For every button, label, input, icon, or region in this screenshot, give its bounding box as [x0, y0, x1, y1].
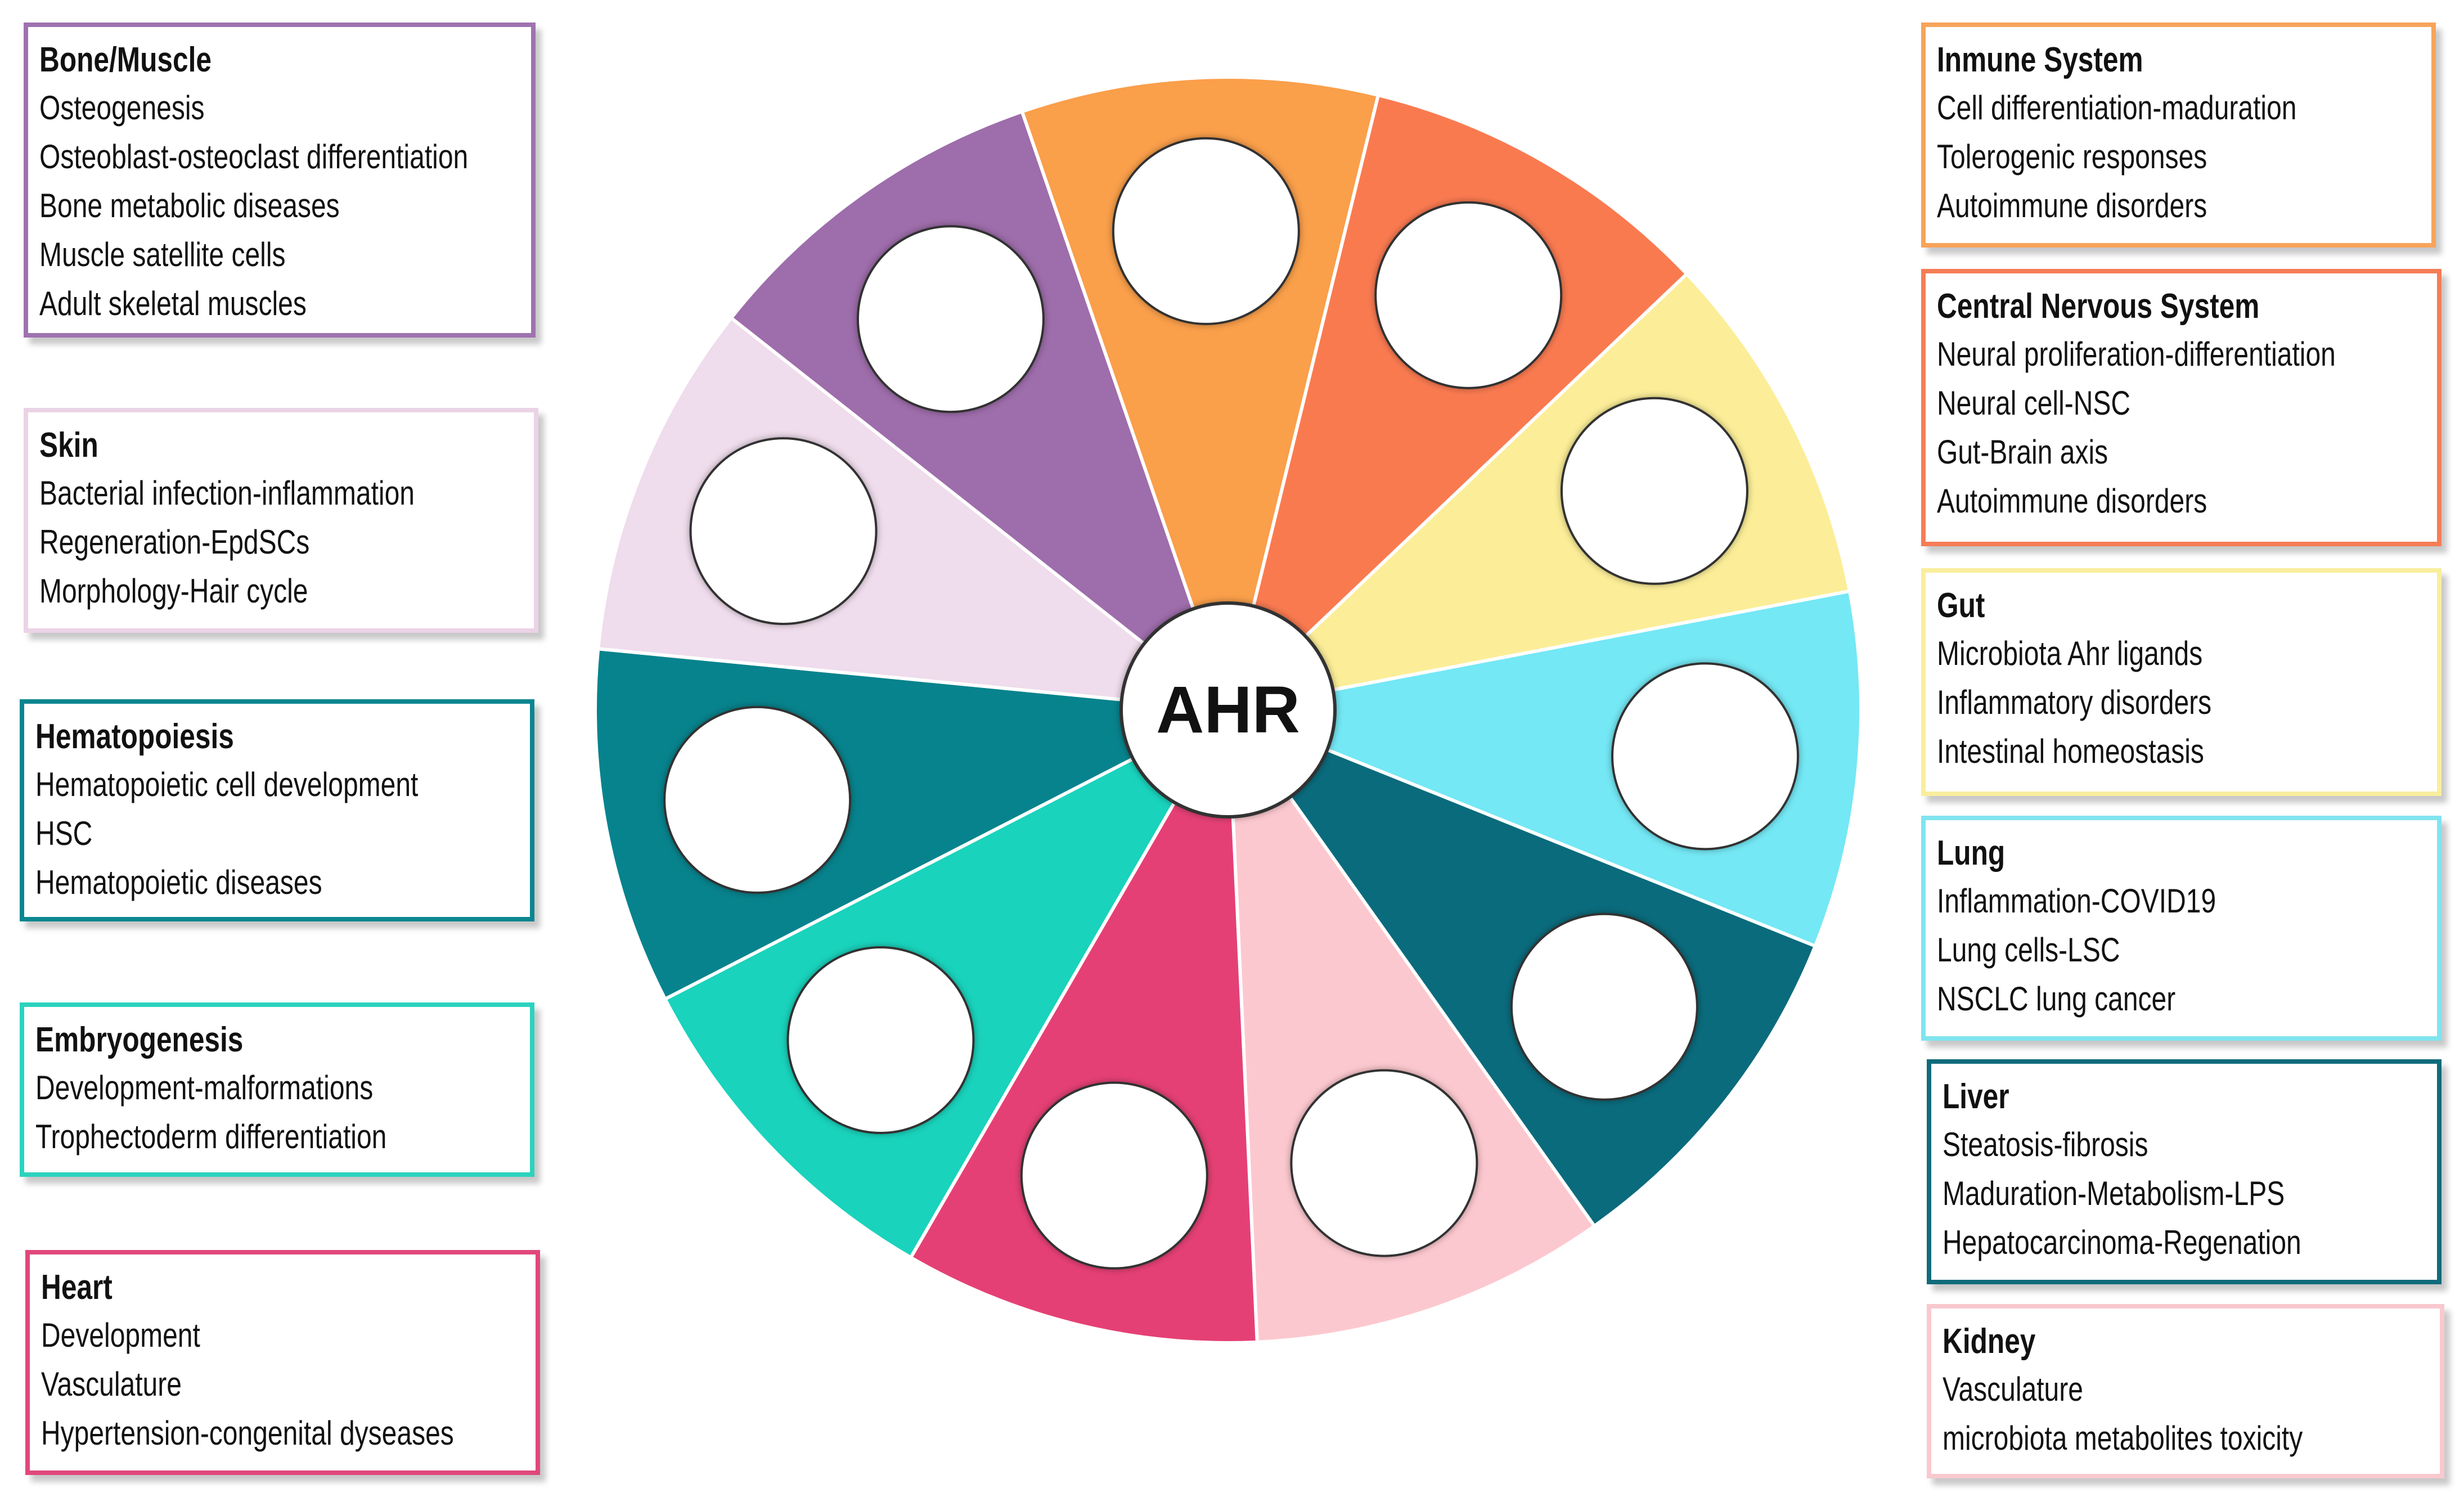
panel-heart: Heart Development Vasculature Hypertension…	[25, 1250, 540, 1475]
segment-liver-icon	[1510, 912, 1698, 1101]
panel-item: Vasculature	[41, 1365, 182, 1403]
panel-item: Adult skeletal muscles	[39, 285, 307, 322]
panel-title: Central Nervous System	[1937, 287, 2260, 326]
panel-title: Hematopoiesis	[35, 717, 234, 756]
panel-item: Development-malformations	[35, 1069, 374, 1107]
panel-hematopoiesis: Hematopoiesis Hematopoietic cell develop…	[20, 699, 534, 921]
segment-heart-icon	[1020, 1081, 1208, 1270]
panel-item: Autoimmune disorders	[1937, 187, 2207, 224]
panel-item: HSC	[35, 815, 93, 852]
panel-item: Cell differentiation-maduration	[1937, 89, 2297, 127]
segment-skin-icon	[689, 437, 878, 626]
segment-bone-muscle-icon	[856, 225, 1045, 413]
panel-embryogenesis: Embryogenesis Development-malformations T…	[20, 1002, 534, 1177]
segment-hematopoiesis-icon	[663, 705, 852, 894]
panel-item: Neural cell-NSC	[1937, 384, 2131, 422]
panel-item: Steatosis-fibrosis	[1943, 1126, 2148, 1163]
panel-title: Skin	[39, 426, 98, 465]
panel-item: Morphology-Hair cycle	[39, 572, 308, 610]
hub	[1119, 601, 1337, 819]
panel-item: Inflammation-COVID19	[1937, 882, 2216, 920]
panel-kidney: Kidney Vasculature microbiota metabolites…	[1927, 1304, 2444, 1478]
panel-item: Tolerogenic responses	[1937, 138, 2207, 176]
panel-gut: Gut Microbiota Ahr ligands Inflammatory d…	[1921, 568, 2441, 796]
panel-item: Hematopoietic cell development	[35, 766, 419, 803]
segment-bone-muscle	[729, 109, 1232, 715]
panel-item: Bacterial infection-inflammation	[39, 474, 415, 512]
panel-skin: Skin Bacterial infection-inflammation Reg…	[24, 408, 538, 633]
panel-item: Hepatocarcinoma-Regenation	[1943, 1224, 2301, 1261]
center-label: AHR	[1156, 673, 1300, 747]
panel-item: Gut-Brain axis	[1937, 433, 2108, 471]
panel-title: Lung	[1937, 834, 2006, 873]
segment-immune-icon	[1112, 137, 1300, 325]
panel-item: Hypertension-congenital dyseases	[41, 1414, 454, 1452]
panel-title: Embryogenesis	[35, 1020, 244, 1059]
panel-liver: Liver Steatosis-fibrosis Maduration-Metab…	[1927, 1059, 2441, 1284]
segment-gut-icon	[1560, 397, 1748, 585]
panel-item: Hematopoietic diseases	[35, 864, 322, 901]
segment-gut	[1222, 271, 1852, 713]
panel-item: Autoimmune disorders	[1937, 482, 2207, 520]
panel-item: Microbiota Ahr ligands	[1937, 635, 2203, 672]
segment-cns	[1225, 93, 1689, 716]
panel-item: Osteoblast-osteoclast differentiation	[39, 138, 469, 176]
panel-title: Heart	[41, 1268, 113, 1307]
panel-title: Inmune System	[1937, 41, 2143, 79]
panel-item: Osteogenesis	[39, 89, 205, 127]
panel-central-nervous-system: Central Nervous System Neural proliferat…	[1921, 269, 2441, 546]
panel-title: Gut	[1937, 586, 1985, 625]
segment-lung-icon	[1611, 662, 1800, 851]
panel-title: Liver	[1943, 1077, 2009, 1116]
panel-item: Lung cells-LSC	[1937, 931, 2120, 969]
panel-immune-system: Inmune System Cell differentiation-madur…	[1921, 23, 2436, 248]
panel-bone-muscle: Bone/Muscle Osteogenesis Osteoblast-osteo…	[24, 23, 536, 338]
panel-item: Vasculature	[1943, 1370, 2083, 1408]
panel-item: Bone metabolic diseases	[39, 187, 340, 224]
segment-cns-icon	[1374, 201, 1563, 389]
panel-item: Trophectoderm differentiation	[35, 1118, 387, 1155]
panel-title: Bone/Muscle	[39, 41, 212, 79]
panel-item: Neural proliferation-differentiation	[1937, 335, 2336, 373]
panel-item: microbiota metabolites toxicity	[1943, 1419, 2303, 1457]
segment-embryogenesis-icon	[786, 946, 975, 1134]
panel-item: Regeneration-EpdSCs	[39, 523, 310, 561]
panel-item: Inflammatory disorders	[1937, 683, 2212, 721]
panel-item: Development	[41, 1316, 200, 1354]
panel-title: Kidney	[1943, 1322, 2036, 1361]
panel-item: Muscle satellite cells	[39, 236, 286, 273]
panel-item: NSCLC lung cancer	[1937, 980, 2176, 1018]
panel-lung: Lung Inflammation-COVID19 Lung cells-LSC N…	[1921, 816, 2441, 1041]
segment-kidney-icon	[1290, 1069, 1478, 1257]
panel-item: Maduration-Metabolism-LPS	[1943, 1175, 2285, 1212]
panel-item: Intestinal homeostasis	[1937, 732, 2204, 770]
